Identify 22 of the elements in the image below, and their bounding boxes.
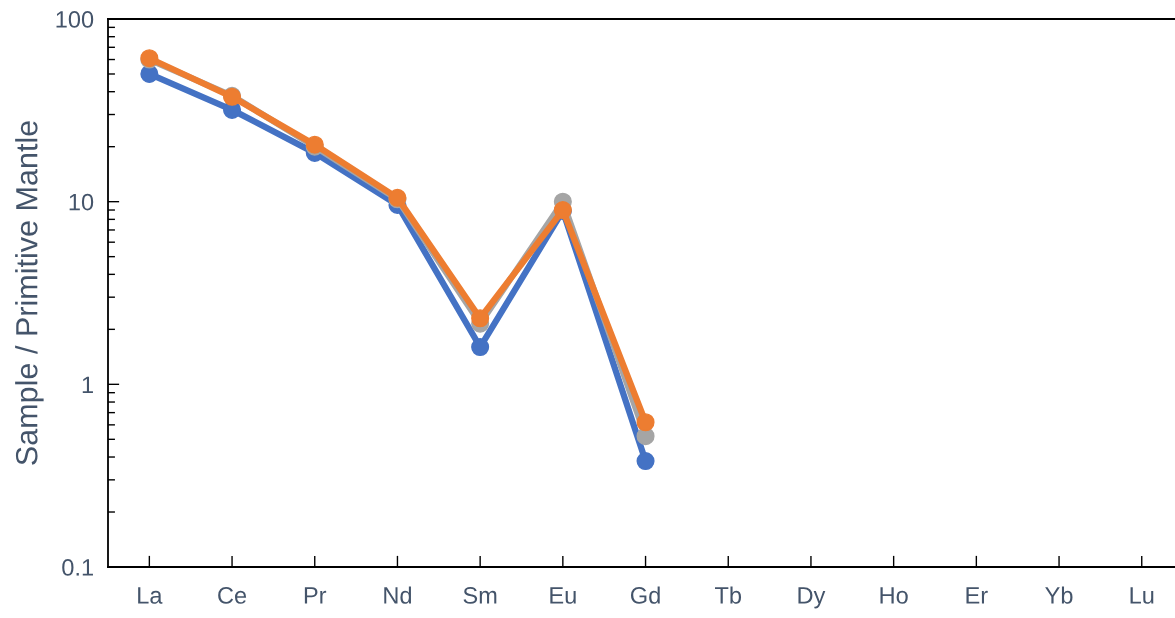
point <box>636 413 655 432</box>
x-tick-label: Sm <box>463 587 497 604</box>
x-tick-label: Ho <box>880 587 908 604</box>
x-tick-label: Ce <box>218 587 247 604</box>
y-axis-title: Sample / Primitive Mantle <box>15 121 44 465</box>
point <box>471 309 490 328</box>
point <box>471 338 490 357</box>
x-tick-label: La <box>138 587 163 604</box>
x-tick-label: Gd <box>630 586 660 604</box>
x-tick-label: Eu <box>550 587 576 604</box>
x-tick-label: Pr <box>304 587 327 604</box>
y-tick-label: 1 <box>82 376 93 393</box>
x-tick-label: Yb <box>1045 586 1073 604</box>
x-tick-label: Dy <box>798 587 826 609</box>
y-tick-label: 100 <box>56 11 94 28</box>
x-tick-label: Tb <box>715 586 742 604</box>
x-tick-label: Lu <box>1130 587 1154 604</box>
y-tick-label: 0.1 <box>62 559 93 576</box>
x-tick-label: Nd <box>384 586 412 604</box>
y-tick-label: 10 <box>69 193 94 211</box>
point <box>636 452 655 471</box>
x-tick-label: Er <box>966 587 988 604</box>
